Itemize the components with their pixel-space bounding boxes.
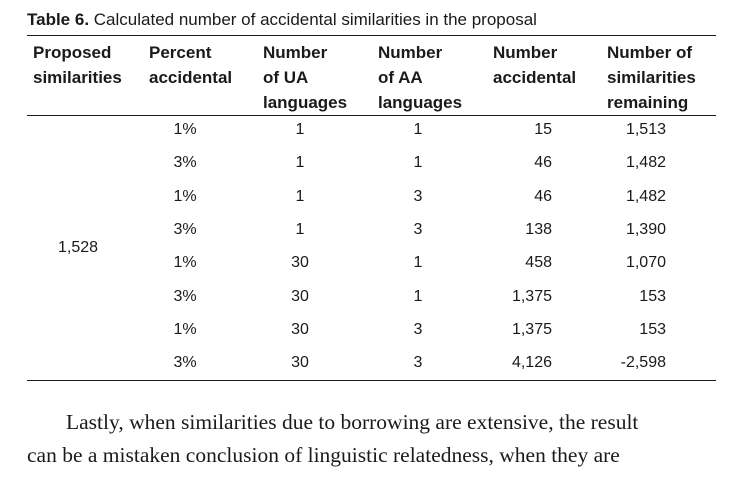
- proposed-similarities-value: 1,528: [58, 239, 99, 256]
- ua-languages-cell: 30: [291, 320, 309, 338]
- header-number-accidental: Number accidental: [493, 43, 577, 87]
- aa-languages-cell: 3: [413, 320, 423, 338]
- ua-languages-cell: 30: [291, 287, 309, 305]
- number-accidental-cell: 1,375: [511, 287, 552, 305]
- percent-accidental-cell: 3%: [173, 220, 197, 238]
- body-text-line: can be a mistaken conclusion of linguist…: [27, 443, 620, 467]
- number-accidental-cell: 46: [534, 154, 552, 172]
- number-accidental-cell: 46: [534, 187, 552, 205]
- header-percent-accidental: Percent accidental: [149, 43, 233, 87]
- body-text-line: Lastly, when similarities due to borrowi…: [66, 410, 639, 434]
- header-similarities-remaining: Number of similarities remaining: [607, 43, 696, 112]
- aa-languages-cell: 1: [413, 154, 423, 172]
- ua-languages-cell: 30: [291, 254, 309, 272]
- percent-accidental-cell: 1%: [173, 121, 197, 138]
- ua-languages-cell: 1: [295, 154, 305, 172]
- number-accidental-cell: 138: [525, 220, 552, 238]
- percent-accidental-cell: 1%: [173, 320, 197, 338]
- header-proposed-similarities: Proposed similarities: [33, 43, 122, 87]
- percent-accidental-cell: 1%: [173, 187, 197, 205]
- aa-languages-cell: 1: [413, 254, 423, 272]
- similarities-remaining-cell: 153: [639, 287, 666, 305]
- number-accidental-cell: 458: [525, 254, 552, 272]
- percent-accidental-cell: 3%: [173, 287, 197, 305]
- similarities-remaining-cell: 1,070: [625, 254, 666, 272]
- similarities-remaining-cell: 1,482: [625, 154, 666, 172]
- similarities-remaining-cell: 1,513: [625, 121, 666, 138]
- percent-accidental-cell: 1%: [173, 254, 197, 272]
- table-caption-label: Table 6.: [27, 10, 90, 29]
- number-accidental-cell: 15: [534, 121, 552, 138]
- ua-languages-cell: 1: [295, 187, 305, 205]
- number-accidental-cell: 1,375: [511, 320, 552, 338]
- aa-languages-cell: 3: [413, 354, 423, 372]
- table-bottom-rule: [27, 380, 716, 381]
- number-accidental-cell: 4,126: [511, 354, 552, 372]
- table-caption-text: Calculated number of accidental similari…: [89, 10, 537, 29]
- aa-languages-cell: 1: [413, 287, 423, 305]
- ua-languages-cell: 1: [295, 121, 305, 138]
- similarities-remaining-cell: 153: [639, 320, 666, 338]
- similarities-remaining-cell: 1,482: [625, 187, 666, 205]
- table-top-rule: [27, 35, 716, 36]
- similarities-remaining-cell: -2,598: [620, 354, 666, 372]
- similarities-remaining-cell: 1,390: [625, 220, 666, 238]
- ua-languages-cell: 1: [295, 220, 305, 238]
- percent-accidental-cell: 3%: [173, 354, 197, 372]
- aa-languages-cell: 1: [413, 121, 423, 138]
- header-number-aa-languages: Number of AA languages: [378, 43, 463, 112]
- aa-languages-cell: 3: [413, 187, 423, 205]
- aa-languages-cell: 3: [413, 220, 423, 238]
- percent-accidental-cell: 3%: [173, 154, 197, 172]
- header-number-ua-languages: Number of UA languages: [263, 43, 348, 112]
- ua-languages-cell: 30: [291, 354, 309, 372]
- table-caption: Table 6. Calculated number of accidental…: [27, 9, 537, 31]
- table-header-rule: [27, 115, 716, 116]
